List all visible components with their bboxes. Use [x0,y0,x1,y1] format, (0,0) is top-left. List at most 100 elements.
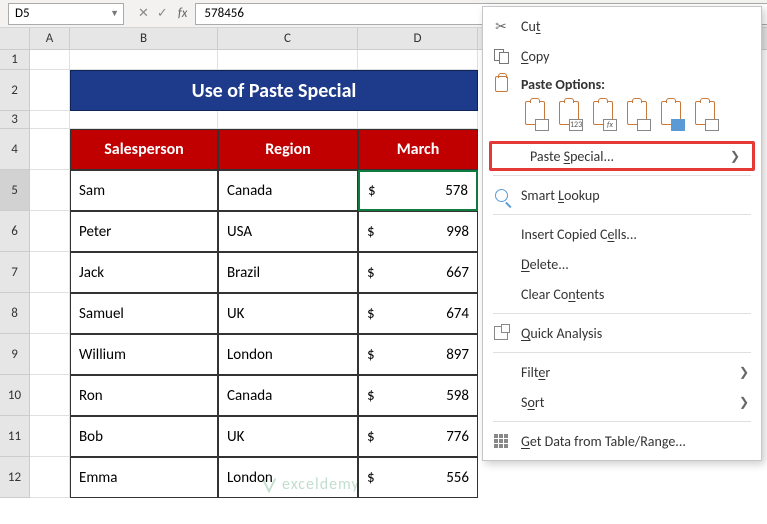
formula-value: 578456 [204,6,244,21]
row-head-4[interactable]: 4 [0,129,30,170]
cell-value: 667 [446,264,469,282]
menu-item-filter[interactable]: Filter ❯ [483,357,761,387]
cell[interactable] [30,129,70,170]
menu-item-cut[interactable]: Cut [483,11,761,41]
menu-label: Delete... [521,256,749,273]
row-head-7[interactable]: 7 [0,252,30,293]
table-header-salesperson[interactable]: Salesperson [70,129,218,170]
cell-march[interactable]: $ 897 [358,334,478,375]
menu-item-insert-copied[interactable]: Insert Copied Cells... [483,219,761,249]
row-head-8[interactable]: 8 [0,293,30,334]
row-head-3[interactable]: 3 [0,111,30,129]
cell[interactable] [30,211,70,252]
menu-label: Filter [521,364,729,381]
col-head-d[interactable]: D [358,28,478,49]
chevron-down-icon[interactable]: ▼ [110,8,119,19]
cell[interactable] [30,375,70,416]
menu-item-sort[interactable]: Sort ❯ [483,387,761,417]
menu-item-delete[interactable]: Delete... [483,249,761,279]
currency-symbol: $ [367,346,375,364]
paste-option-values-icon[interactable]: 123 [555,101,583,131]
cell-march-selected[interactable]: $ 578 [358,170,478,211]
paste-option-formatting-icon[interactable] [657,101,685,131]
menu-separator [493,313,751,314]
cell[interactable] [30,70,70,111]
cell-region[interactable]: Canada [218,375,358,416]
cell-salesperson[interactable]: Bob [70,416,218,457]
cell-region[interactable]: London [218,457,358,498]
row-head-11[interactable]: 11 [0,416,30,457]
cell-march[interactable]: $ 667 [358,252,478,293]
cell[interactable] [218,111,358,129]
select-all-corner[interactable] [0,28,30,49]
row-head-9[interactable]: 9 [0,334,30,375]
paste-option-link-icon[interactable] [691,101,719,131]
table-header-march[interactable]: March [358,129,478,170]
row-head-1[interactable]: 1 [0,50,30,70]
paste-option-formulas-icon[interactable]: fx [589,101,617,131]
menu-item-quick-analysis[interactable]: Quick Analysis [483,318,761,348]
cell-march[interactable]: $ 556 [358,457,478,498]
cell-salesperson[interactable]: Peter [70,211,218,252]
cell[interactable] [30,111,70,129]
cell[interactable] [70,111,218,129]
cell-march[interactable]: $ 674 [358,293,478,334]
clipboard-icon [491,76,511,92]
col-head-a[interactable]: A [30,28,70,49]
confirm-icon[interactable]: ✓ [157,6,168,21]
name-box[interactable]: D5 ▼ [8,3,124,25]
cell-march[interactable]: $ 998 [358,211,478,252]
currency-symbol: $ [368,182,376,200]
cell-region[interactable]: Canada [218,170,358,211]
cell-region[interactable]: Brazil [218,252,358,293]
menu-item-get-data[interactable]: Get Data from Table/Range... [483,426,761,456]
row-head-2[interactable]: 2 [0,70,30,111]
cell[interactable] [358,111,478,129]
paste-option-transpose-icon[interactable] [623,101,651,131]
cell[interactable] [30,50,70,70]
row-head-10[interactable]: 10 [0,375,30,416]
table-header-region[interactable]: Region [218,129,358,170]
menu-item-smart-lookup[interactable]: Smart Lookup [483,180,761,210]
quick-analysis-icon [491,326,511,340]
cell[interactable] [30,457,70,498]
paste-option-all-icon[interactable] [521,101,549,131]
menu-item-clear-contents[interactable]: Clear Contents [483,279,761,309]
fx-icon[interactable]: fx [178,6,196,21]
cell-salesperson[interactable]: Willium [70,334,218,375]
grid-row: 12 Emma London $ 556 [0,457,767,498]
cell-march[interactable]: $ 598 [358,375,478,416]
cell-value: 674 [446,305,469,323]
col-head-b[interactable]: B [70,28,218,49]
cell[interactable] [30,293,70,334]
cancel-icon[interactable]: ✕ [138,6,149,21]
row-head-5[interactable]: 5 [0,170,30,211]
paste-options-icons: 123 fx [483,97,761,139]
cell[interactable] [70,50,218,70]
cell[interactable] [358,50,478,70]
title-banner[interactable]: Use of Paste Special [70,70,478,111]
row-head-12[interactable]: 12 [0,457,30,498]
cell[interactable] [30,170,70,211]
cell-salesperson[interactable]: Jack [70,252,218,293]
cell-region[interactable]: UK [218,293,358,334]
menu-label: Paste Options: [521,76,749,93]
cell-salesperson[interactable]: Ron [70,375,218,416]
cell-region[interactable]: UK [218,416,358,457]
cell-salesperson[interactable]: Sam [70,170,218,211]
row-head-6[interactable]: 6 [0,211,30,252]
menu-item-paste-special[interactable]: Paste Special... ❯ [489,141,755,171]
menu-item-copy[interactable]: Copy [483,41,761,71]
cell[interactable] [30,334,70,375]
cell[interactable] [218,50,358,70]
cell[interactable] [30,252,70,293]
context-menu: Cut Copy Paste Options: 123 fx Paste Spe… [482,6,762,461]
cell-salesperson[interactable]: Samuel [70,293,218,334]
menu-label: Cut [521,18,749,35]
cell-salesperson[interactable]: Emma [70,457,218,498]
cell-march[interactable]: $ 776 [358,416,478,457]
cell-region[interactable]: USA [218,211,358,252]
cell-region[interactable]: London [218,334,358,375]
cell[interactable] [30,416,70,457]
col-head-c[interactable]: C [218,28,358,49]
